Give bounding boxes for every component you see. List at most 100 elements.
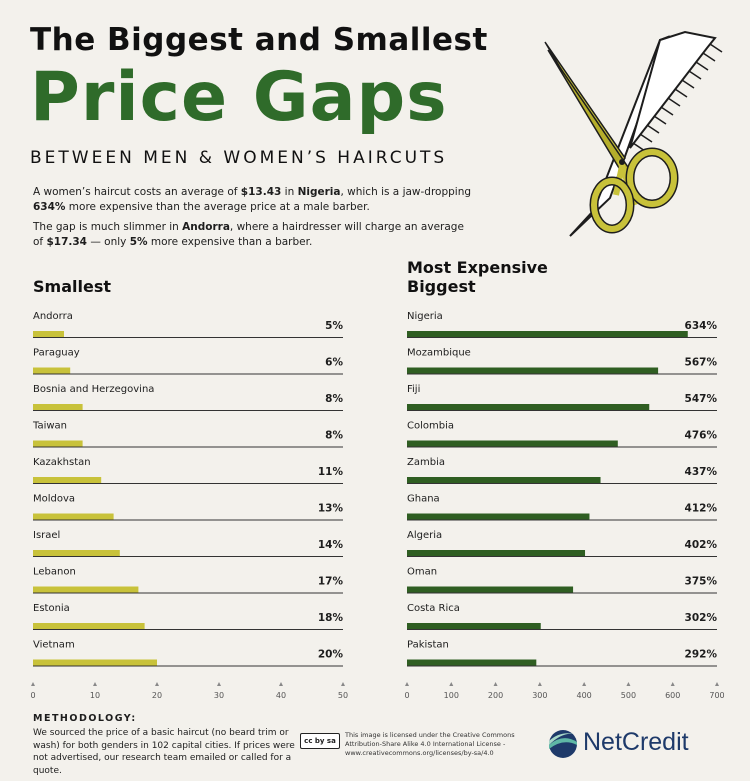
tick-marker (217, 682, 221, 686)
tick-marker (537, 682, 542, 686)
category-label: Lebanon (33, 567, 76, 578)
methodology-text: We sourced the price of a basic haircut … (33, 728, 295, 776)
category-label: Pakistan (407, 640, 449, 651)
value-label: 292% (685, 649, 718, 661)
category-label: Bosnia and Herzegovina (33, 384, 154, 395)
value-label: 13% (318, 503, 344, 515)
category-label: Ghana (407, 494, 440, 505)
tick-label: 500 (621, 691, 636, 700)
category-label: Israel (33, 530, 60, 541)
tick-marker (582, 682, 587, 686)
tick-label: 100 (444, 691, 459, 700)
value-label: 20% (318, 649, 344, 661)
bar (33, 586, 139, 593)
bar (407, 586, 574, 593)
smallest-heading: Smallest (33, 277, 111, 296)
value-label: 634% (685, 320, 718, 332)
tick-marker (670, 682, 675, 686)
methodology-title: METHODOLOGY: (33, 713, 137, 724)
license-text: This image is licensed under the Creativ… (345, 731, 515, 757)
bar (33, 659, 157, 666)
tick-label: 50 (338, 691, 348, 700)
category-label: Taiwan (32, 421, 67, 432)
bar (33, 331, 64, 337)
bar (407, 331, 688, 337)
category-label: Vietnam (33, 640, 75, 651)
tick-marker (155, 682, 159, 686)
bar (33, 440, 83, 447)
bar (407, 659, 537, 666)
category-label: Algeria (407, 530, 442, 541)
tick-label: 700 (709, 691, 724, 700)
value-label: 302% (685, 612, 718, 624)
value-label: 402% (685, 539, 718, 551)
value-label: 8% (325, 393, 343, 405)
category-label: Colombia (407, 421, 454, 432)
bar (407, 623, 541, 629)
tick-marker (493, 682, 498, 686)
cc-license-badge: cc by sa (300, 733, 340, 749)
bar (33, 513, 114, 520)
bar (407, 477, 601, 483)
value-label: 18% (318, 612, 344, 624)
bar (33, 550, 120, 556)
tick-marker (449, 682, 454, 686)
tick-marker (715, 682, 719, 686)
tick-marker (279, 682, 283, 686)
category-label: Mozambique (407, 348, 471, 359)
scissors-icon (544, 41, 679, 234)
intro-paragraph-2: The gap is much slimmer in Andorra, wher… (33, 221, 464, 248)
subtitle: BETWEEN MEN & WOMEN’S HAIRCUTS (30, 148, 448, 168)
category-label: Nigeria (407, 311, 443, 322)
tick-label: 300 (532, 691, 547, 700)
value-label: 11% (318, 466, 344, 478)
tick-marker (405, 682, 409, 686)
value-label: 476% (685, 430, 718, 442)
value-label: 5% (325, 320, 343, 332)
bar (407, 513, 590, 520)
category-label: Kazakhstan (33, 457, 91, 468)
tick-label: 30 (214, 691, 224, 700)
value-label: 375% (685, 576, 718, 588)
bar (407, 367, 659, 374)
title-line1: The Biggest and Smallest (30, 22, 488, 58)
value-label: 437% (685, 466, 718, 478)
value-label: 547% (685, 393, 718, 405)
category-label: Fiji (407, 384, 420, 395)
tick-label: 0 (404, 691, 409, 700)
bar (407, 550, 586, 556)
category-label: Moldova (33, 494, 75, 505)
category-label: Andorra (33, 311, 73, 322)
netcredit-brand: NetCredit (583, 728, 689, 756)
most-expensive-heading: Most Expensive (407, 258, 548, 277)
value-label: 6% (325, 357, 343, 369)
category-label: Zambia (407, 457, 445, 468)
category-label: Paraguay (33, 348, 80, 359)
biggest-gap-chart: Nigeria 634% Mozambique 567% Fiji 547% Colombi… (404, 311, 724, 700)
tick-marker (341, 682, 345, 686)
bar (33, 623, 145, 629)
value-label: 8% (325, 430, 343, 442)
tick-label: 400 (577, 691, 592, 700)
bar (33, 367, 71, 374)
tick-label: 40 (276, 691, 286, 700)
tick-label: 200 (488, 691, 503, 700)
bar (33, 477, 102, 483)
value-label: 412% (685, 503, 718, 515)
comb-icon (569, 30, 723, 237)
tick-marker (93, 682, 97, 686)
tick-marker (626, 682, 631, 686)
category-label: Oman (407, 567, 437, 578)
tick-marker (31, 682, 35, 686)
tick-label: 10 (90, 691, 100, 700)
intro-paragraph-1: A women’s haircut costs an average of $1… (33, 186, 472, 213)
smallest-gap-chart: Andorra 5% Paraguay 6% Bosnia and Herzegovin… (30, 311, 348, 700)
bar (407, 404, 650, 410)
title-line2: Price Gaps (30, 58, 448, 137)
tick-label: 20 (152, 691, 162, 700)
value-label: 567% (685, 357, 718, 369)
tick-label: 600 (665, 691, 680, 700)
value-label: 17% (318, 576, 344, 588)
bar (407, 440, 618, 447)
value-label: 14% (318, 539, 344, 551)
